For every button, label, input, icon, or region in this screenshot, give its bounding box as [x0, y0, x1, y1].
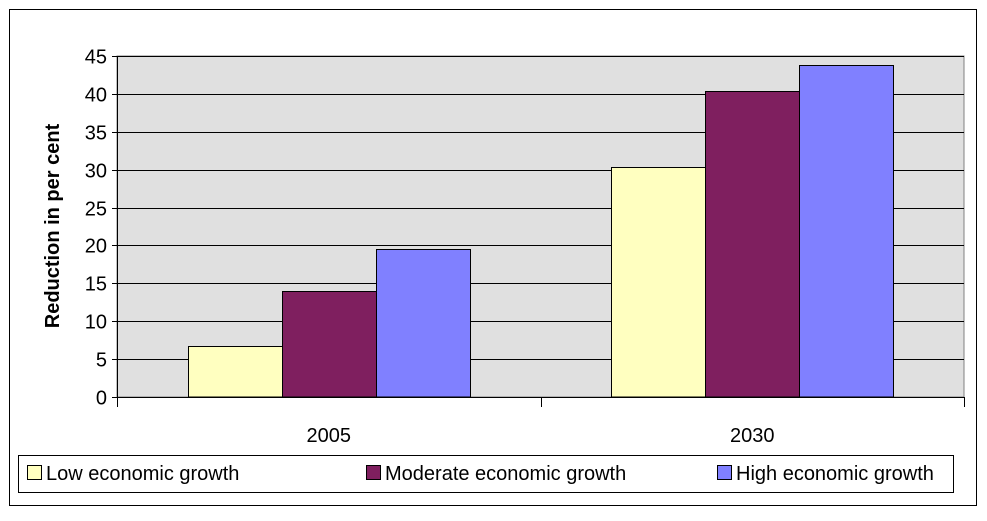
y-tick-label: 45	[85, 47, 107, 69]
y-tick-label: 15	[85, 274, 107, 296]
bar	[799, 65, 894, 398]
bar	[705, 91, 800, 398]
bar	[376, 249, 471, 398]
y-tick-label: 35	[85, 123, 107, 145]
legend-label: High economic growth	[736, 463, 934, 485]
legend-swatch	[27, 465, 42, 480]
y-tick-label: 5	[96, 350, 107, 372]
y-tick-label: 10	[85, 312, 107, 334]
y-tick-label: 40	[85, 85, 107, 107]
legend-label: Low economic growth	[46, 463, 239, 485]
bar	[282, 291, 377, 398]
bars	[188, 65, 894, 398]
bar	[188, 346, 283, 398]
legend-swatch	[717, 465, 732, 480]
legend-label: Moderate economic growth	[385, 463, 626, 485]
y-axis-label: Reduction in per cent	[42, 123, 64, 328]
y-tick-label: 30	[85, 161, 107, 183]
axes	[117, 56, 964, 398]
y-axis-ticks: 0 5 10 15 20 25 30 35 40 45	[85, 47, 117, 410]
x-axis-ticks: 2005 2030	[117, 397, 965, 447]
y-tick-label: 0	[96, 388, 107, 410]
y-tick-label: 25	[85, 199, 107, 221]
legend-swatch	[366, 465, 381, 480]
legend: Low economic growth Moderate economic gro…	[27, 463, 934, 485]
legend-box	[18, 455, 954, 493]
x-tick-label: 2030	[730, 425, 775, 447]
x-tick-label: 2005	[307, 425, 352, 447]
bar	[611, 167, 706, 398]
y-tick-label: 20	[85, 236, 107, 258]
